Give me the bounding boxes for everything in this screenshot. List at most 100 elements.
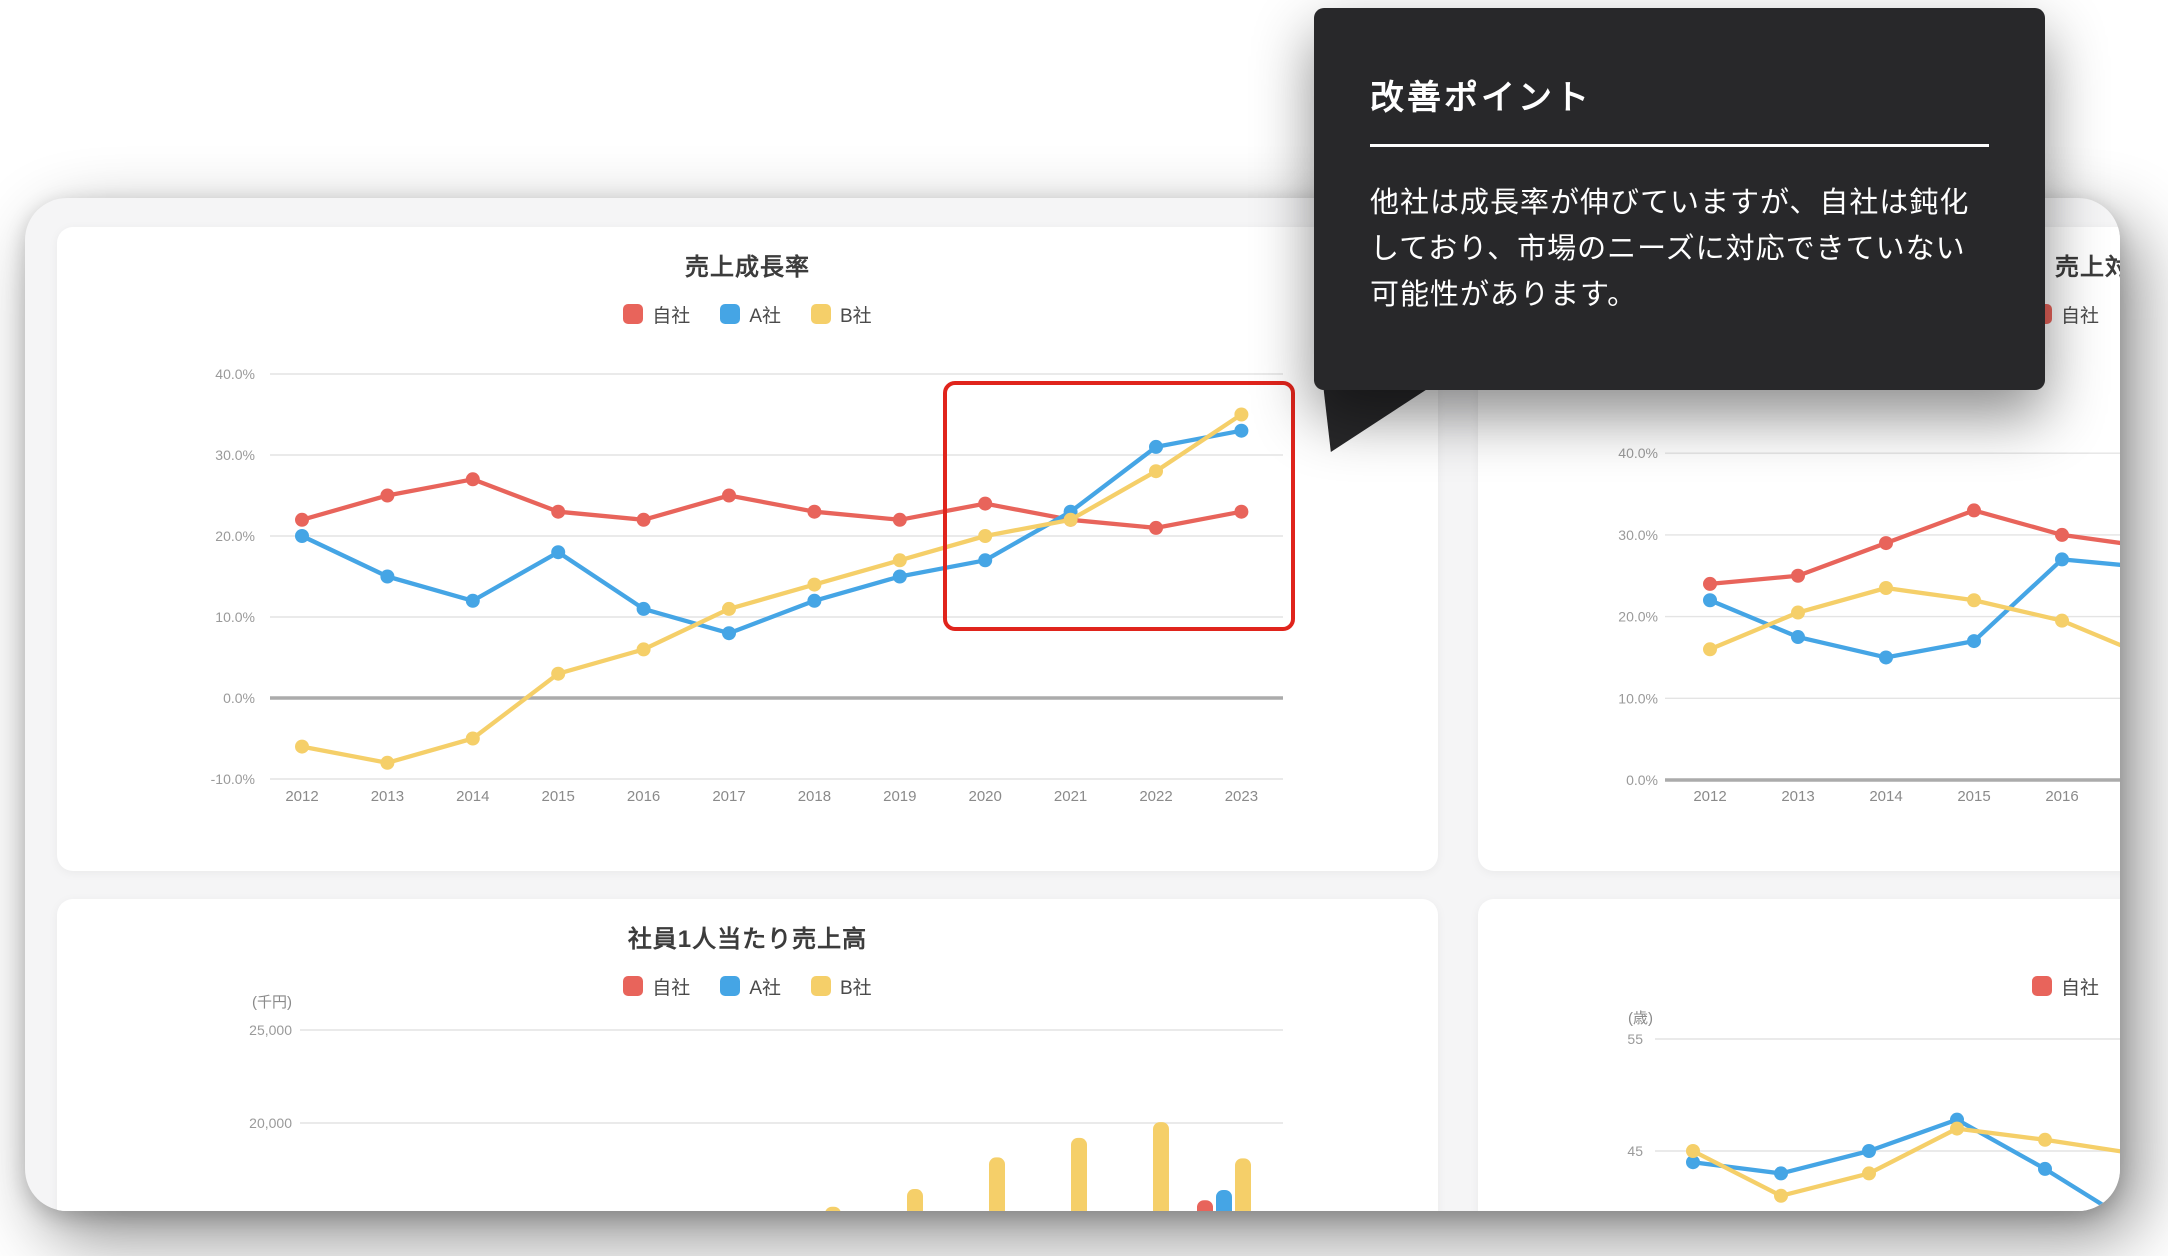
x-axis-tick-label: 2020 bbox=[969, 788, 1002, 805]
data-point-A社 bbox=[978, 553, 993, 568]
x-axis-tick-label: 2016 bbox=[627, 788, 660, 805]
data-point-A社 bbox=[1774, 1166, 1788, 1181]
legend-label: B社 bbox=[840, 977, 872, 999]
y-axis-tick-label: 55 bbox=[1627, 1031, 1643, 1047]
data-point-自社 bbox=[1703, 576, 1717, 591]
series-line-A社 bbox=[299, 428, 1244, 636]
data-point-A社 bbox=[1234, 423, 1249, 438]
x-axis-tick-label: 2019 bbox=[883, 788, 916, 805]
chart-title-sales-per-employee: 社員1人当たり売上高 bbox=[627, 926, 868, 953]
y-axis-unit-label: (千円) bbox=[252, 994, 292, 1011]
legend-item: 自社 bbox=[623, 973, 690, 1000]
x-axis-tick-label: 2017 bbox=[712, 788, 745, 805]
x-axis-tick-label: 2015 bbox=[1957, 788, 1990, 805]
legend-item: A社 bbox=[720, 973, 781, 1000]
series-line-B社 bbox=[1707, 585, 2120, 652]
data-point-B社 bbox=[636, 642, 651, 657]
data-point-A社 bbox=[1879, 650, 1893, 665]
data-point-B社 bbox=[1774, 1188, 1788, 1203]
y-axis-tick-label: 20.0% bbox=[215, 528, 255, 544]
series-line-B社 bbox=[1690, 1126, 2120, 1198]
bar-B社 bbox=[989, 1157, 1005, 1211]
data-point-自社 bbox=[295, 512, 309, 527]
data-point-B社 bbox=[1063, 512, 1078, 527]
tooltip-title: 改善ポイント bbox=[1370, 79, 1592, 117]
bar-B社 bbox=[825, 1206, 841, 1211]
y-axis-tick-label: 45 bbox=[1627, 1143, 1643, 1159]
data-point-B社 bbox=[978, 529, 993, 543]
data-point-B社 bbox=[1862, 1166, 1876, 1181]
data-point-A社 bbox=[1791, 630, 1805, 645]
x-axis-tick-label: 2018 bbox=[798, 788, 831, 805]
chart-title-sales-comparison: 売上対 bbox=[2055, 254, 2120, 281]
series-line-B社 bbox=[299, 412, 1244, 765]
y-axis-tick-label: 20,000 bbox=[249, 1115, 292, 1131]
legend-label: 自社 bbox=[2061, 977, 2100, 999]
data-point-A社 bbox=[1703, 593, 1717, 608]
chart-title-sales-growth: 売上成長率 bbox=[685, 254, 810, 281]
data-point-B社 bbox=[1234, 407, 1249, 422]
data-point-A社 bbox=[2038, 1161, 2052, 1176]
series-line-A社 bbox=[1707, 557, 2120, 660]
data-point-B社 bbox=[295, 739, 309, 754]
data-point-B社 bbox=[465, 731, 480, 746]
data-point-自社 bbox=[465, 472, 480, 487]
legend-label: A社 bbox=[749, 977, 781, 999]
sales-growth-chart: 40.0% 30.0% 20.0% 10.0% 0.0% -10.0% 2012 2013 20… bbox=[211, 366, 1283, 805]
bar-B社 bbox=[1153, 1122, 1169, 1211]
y-axis-tick-label: 30.0% bbox=[1618, 527, 1658, 543]
y-axis-tick-label: 0.0% bbox=[223, 690, 255, 706]
y-axis-tick-label: 10.0% bbox=[1618, 690, 1658, 706]
data-point-A社 bbox=[465, 593, 480, 608]
legend-item: B社 bbox=[811, 301, 872, 328]
data-point-B社 bbox=[1703, 642, 1717, 657]
bar-自社 bbox=[1197, 1200, 1213, 1211]
bar-B社 bbox=[1071, 1137, 1087, 1211]
data-point-A社 bbox=[2055, 552, 2069, 567]
legend-swatch-icon bbox=[720, 304, 741, 324]
legend-label: 自社 bbox=[2061, 305, 2100, 327]
data-point-A社 bbox=[295, 529, 309, 543]
data-point-自社 bbox=[978, 496, 993, 511]
data-point-自社 bbox=[1149, 520, 1163, 535]
legend-label: A社 bbox=[749, 305, 781, 327]
data-point-自社 bbox=[2055, 527, 2069, 542]
y-axis-tick-label: 0.0% bbox=[1626, 772, 1658, 788]
bar-B社 bbox=[1235, 1158, 1251, 1211]
data-point-A社 bbox=[380, 569, 395, 584]
data-point-自社 bbox=[892, 512, 907, 527]
x-axis-tick-label: 2022 bbox=[1139, 788, 1172, 805]
bar-B社 bbox=[907, 1189, 923, 1211]
data-point-A社 bbox=[892, 569, 907, 584]
data-point-A社 bbox=[1149, 439, 1163, 454]
data-point-A社 bbox=[807, 593, 822, 608]
data-point-B社 bbox=[1879, 581, 1893, 596]
series-line-自社 bbox=[1707, 508, 2120, 587]
data-point-A社 bbox=[1862, 1144, 1876, 1158]
legend-swatch-icon bbox=[720, 976, 741, 996]
data-point-A社 bbox=[722, 626, 736, 641]
data-point-A社 bbox=[1967, 634, 1981, 649]
y-axis-tick-label: 20.0% bbox=[1618, 609, 1658, 625]
data-point-B社 bbox=[1686, 1144, 1700, 1158]
x-axis-tick-label: 2023 bbox=[1225, 788, 1258, 805]
data-point-B社 bbox=[1950, 1121, 1964, 1136]
data-point-B社 bbox=[2055, 613, 2069, 628]
data-point-B社 bbox=[1791, 605, 1805, 620]
data-point-自社 bbox=[807, 504, 822, 519]
tooltip-body: 他社は成長率が伸びていますが、自社は鈍化 しており、市場のニーズに対応できていない… bbox=[1370, 187, 1970, 311]
sales-comparison-chart: 40.0% 30.0% 20.0% 10.0% 0.0% 2012 2013 2014 2015… bbox=[1618, 445, 2120, 805]
legend-item: B社 bbox=[811, 973, 872, 1000]
data-point-A社 bbox=[636, 601, 651, 616]
data-point-B社 bbox=[892, 553, 907, 568]
legend-label: B社 bbox=[840, 305, 872, 327]
y-axis-tick-label: 40.0% bbox=[1618, 445, 1658, 461]
highlight-rect-annotation bbox=[943, 381, 1295, 631]
data-point-自社 bbox=[1967, 503, 1981, 518]
data-point-自社 bbox=[636, 512, 651, 527]
x-axis-tick-label: 2012 bbox=[1693, 788, 1726, 805]
legend-label: 自社 bbox=[652, 305, 691, 327]
legend-item: 自社 bbox=[2032, 973, 2099, 1000]
x-axis-tick-label: 2013 bbox=[371, 788, 404, 805]
chart-card-sales-growth: 売上成長率 自社 A社 B社 40.0% 30.0% 20.0% 10.0% 0.0% -10… bbox=[57, 227, 1438, 871]
